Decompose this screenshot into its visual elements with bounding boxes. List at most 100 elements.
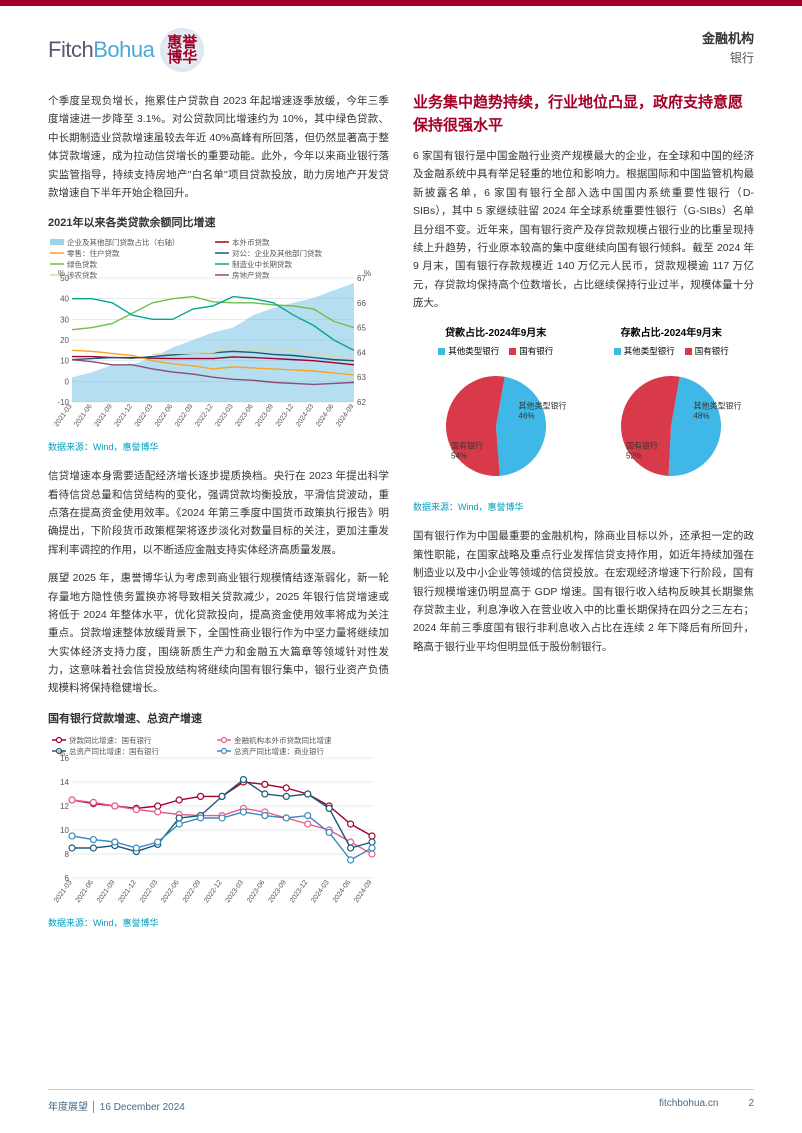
svg-text:绿色贷款: 绿色贷款 [67, 259, 97, 269]
logo-latin: FitchBohua [48, 37, 154, 63]
legend-swatch-icon [685, 348, 692, 355]
chart-svg: 贷款同比增速：国有银行金融机构本外币贷款同比增速总资产同比增速：国有银行总资产同… [48, 732, 378, 912]
svg-text:40: 40 [60, 295, 69, 304]
svg-text:2021-12: 2021-12 [117, 879, 138, 904]
svg-text:2022-09: 2022-09 [182, 879, 203, 904]
svg-text:46%: 46% [518, 412, 534, 421]
svg-text:2023-12: 2023-12 [275, 403, 296, 428]
body-paragraph: 国有银行作为中国最重要的金融机构，除商业目标以外，还承担一定的政策性职能，在国家… [413, 527, 754, 656]
svg-text:2022-09: 2022-09 [174, 403, 195, 428]
pie-deposits: 存款占比-2024年9月末 其他类型银行 国有银行 其他类型银行48%国有银行5… [589, 324, 755, 496]
content-columns: 个季度呈现负增长，拖累住户贷款自 2023 年起增速逐季放缓，今年三季度增速进一… [48, 92, 754, 943]
svg-text:63: 63 [357, 373, 366, 382]
svg-text:2021-12: 2021-12 [114, 403, 135, 428]
footer-left: 年度展望 │ 16 December 2024 [48, 1098, 185, 1113]
svg-text:2023-06: 2023-06 [246, 879, 267, 904]
logo-seal-icon: 惠誉博华 [160, 28, 204, 72]
right-column: 业务集中趋势持续，行业地位凸显，政府支持意愿保持很强水平 6 家国有银行是中国金… [413, 92, 754, 943]
svg-text:零售：住户贷款: 零售：住户贷款 [67, 248, 120, 258]
svg-text:2024-06: 2024-06 [315, 403, 336, 428]
legend-swatch-icon [614, 348, 621, 355]
svg-text:企业及其他部门贷款占比（右轴）: 企业及其他部门贷款占比（右轴） [67, 237, 180, 247]
svg-text:国有银行: 国有银行 [626, 441, 658, 451]
svg-text:对公：企业及其他部门贷款: 对公：企业及其他部门贷款 [232, 248, 322, 258]
svg-text:2022-06: 2022-06 [154, 403, 175, 428]
footer-page: 2 [748, 1098, 754, 1113]
legend-swatch-icon [438, 348, 445, 355]
svg-text:48%: 48% [694, 412, 710, 421]
page-header: FitchBohua 惠誉博华 金融机构 银行 [48, 0, 754, 72]
body-paragraph: 6 家国有银行是中国金融行业资产规模最大的企业，在全球和中国的经济及金融系统中具… [413, 147, 754, 312]
svg-text:2021-09: 2021-09 [96, 879, 117, 904]
svg-text:2022-12: 2022-12 [203, 879, 224, 904]
footer-site: fitchbohua.cn [659, 1098, 719, 1113]
svg-text:20: 20 [60, 336, 69, 345]
chart-source: 数据来源：Wind，惠誉博华 [413, 500, 754, 513]
svg-text:0: 0 [65, 378, 70, 387]
svg-text:2022-06: 2022-06 [160, 879, 181, 904]
category-main: 金融机构 [702, 28, 754, 47]
svg-text:2024-03: 2024-03 [295, 403, 316, 428]
pie-loans: 贷款占比-2024年9月末 其他类型银行 国有银行 其他类型银行46% 国有银行5… [413, 324, 579, 496]
section-title: 业务集中趋势持续，行业地位凸显，政府支持意愿保持很强水平 [413, 92, 754, 137]
svg-text:2023-03: 2023-03 [214, 403, 235, 428]
pie-legend: 其他类型银行 国有银行 [413, 345, 579, 357]
body-paragraph: 展望 2025 年，惠誉博华认为考虑到商业银行规模情结逐渐弱化，新一轮存量地方隐… [48, 569, 389, 698]
svg-text:2023-06: 2023-06 [234, 403, 255, 428]
svg-text:总资产同比增速：国有银行: 总资产同比增速：国有银行 [69, 746, 159, 756]
chart-svg: 企业及其他部门贷款占比（右轴） 本外币贷款零售：住户贷款 对公：企业及其他部门贷款绿… [48, 236, 378, 436]
svg-text:2023-09: 2023-09 [255, 403, 276, 428]
pie-svg: 其他类型银行48% 国有银行52% [596, 361, 746, 491]
pie-charts: 贷款占比-2024年9月末 其他类型银行 国有银行 其他类型银行46%国有银行5… [413, 324, 754, 513]
svg-text:2023-03: 2023-03 [225, 879, 246, 904]
svg-text:66: 66 [357, 299, 366, 308]
page: FitchBohua 惠誉博华 金融机构 银行 个季度呈现负增长，拖累住户贷款自… [0, 0, 802, 1133]
pie-svg: 其他类型银行46% 国有银行54% [421, 361, 571, 491]
svg-text:2022-12: 2022-12 [194, 403, 215, 428]
svg-text:2024-09: 2024-09 [335, 403, 356, 428]
svg-text:2022-03: 2022-03 [134, 403, 155, 428]
svg-text:2021-06: 2021-06 [75, 879, 96, 904]
svg-text:52%: 52% [626, 452, 642, 461]
category-sub: 银行 [702, 49, 754, 66]
svg-text:其他类型银行: 其他类型银行 [518, 401, 566, 411]
chart-loan-growth: 2021年以来各类贷款余额同比增速 企业及其他部门贷款占比（右轴） 本外币贷款零售… [48, 214, 389, 453]
left-column: 个季度呈现负增长，拖累住户贷款自 2023 年起增速逐季放缓，今年三季度增速进一… [48, 92, 389, 943]
svg-text:2023-12: 2023-12 [289, 879, 310, 904]
svg-text:2021-03: 2021-03 [53, 879, 74, 904]
chart-asset-growth: 国有银行贷款增速、总资产增速 贷款同比增速：国有银行金融机构本外币贷款同比增速总… [48, 710, 389, 929]
chart-title: 2021年以来各类贷款余额同比增速 [48, 214, 389, 230]
svg-text:2022-03: 2022-03 [139, 879, 160, 904]
svg-text:62: 62 [357, 398, 366, 407]
svg-text:涉农贷款: 涉农贷款 [67, 270, 97, 280]
svg-text:12: 12 [60, 802, 69, 811]
header-category: 金融机构 银行 [702, 28, 754, 66]
svg-text:其他类型银行: 其他类型银行 [694, 401, 742, 411]
svg-text:2024-06: 2024-06 [332, 879, 353, 904]
svg-text:2024-09: 2024-09 [353, 879, 374, 904]
svg-text:%: % [364, 269, 371, 278]
pie-legend: 其他类型银行 国有银行 [589, 345, 755, 357]
pie-title: 贷款占比-2024年9月末 [413, 324, 579, 339]
legend-swatch-icon [509, 348, 516, 355]
svg-text:30: 30 [60, 316, 69, 325]
svg-text:2024-03: 2024-03 [310, 879, 331, 904]
svg-text:%: % [58, 269, 65, 278]
svg-text:2023-09: 2023-09 [267, 879, 288, 904]
svg-text:8: 8 [65, 850, 70, 859]
svg-text:国有银行: 国有银行 [451, 441, 483, 451]
svg-text:14: 14 [60, 778, 69, 787]
logo: FitchBohua 惠誉博华 [48, 28, 204, 72]
svg-text:64: 64 [357, 349, 366, 358]
page-footer: 年度展望 │ 16 December 2024 fitchbohua.cn 2 [48, 1089, 754, 1113]
svg-text:贷款同比增速：国有银行: 贷款同比增速：国有银行 [69, 735, 152, 745]
top-accent-bar [0, 0, 802, 6]
svg-text:制造业中长期贷款: 制造业中长期贷款 [232, 259, 292, 269]
svg-text:总资产同比增速：商业银行: 总资产同比增速：商业银行 [234, 746, 324, 756]
chart-source: 数据来源：Wind，惠誉博华 [48, 440, 389, 453]
svg-text:10: 10 [60, 826, 69, 835]
svg-text:54%: 54% [451, 452, 467, 461]
chart-title: 国有银行贷款增速、总资产增速 [48, 710, 389, 726]
svg-text:房地产贷款: 房地产贷款 [232, 270, 270, 280]
svg-text:本外币贷款: 本外币贷款 [232, 237, 270, 247]
